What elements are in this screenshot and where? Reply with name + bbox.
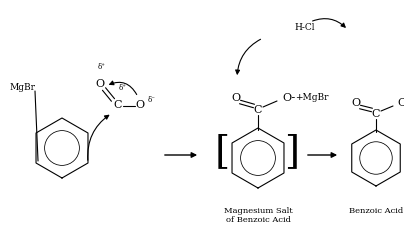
Text: ]: ] [284, 133, 299, 171]
Text: O: O [135, 100, 145, 110]
Text: [: [ [215, 133, 229, 171]
Text: +MgBr: +MgBr [295, 94, 328, 103]
Text: δ⁺: δ⁺ [98, 63, 106, 71]
Text: O: O [231, 93, 240, 103]
Text: O: O [95, 79, 105, 89]
Text: O: O [351, 98, 360, 108]
Text: δ⁻: δ⁻ [148, 96, 156, 104]
Text: Benzoic Acid: Benzoic Acid [349, 207, 403, 215]
Text: Magnesium Salt
of Benzoic Acid: Magnesium Salt of Benzoic Acid [224, 207, 292, 224]
Text: OH: OH [397, 98, 404, 108]
Text: C: C [254, 105, 262, 115]
Text: MgBr: MgBr [9, 83, 35, 92]
Text: C: C [114, 100, 122, 110]
Text: δ⁺: δ⁺ [119, 84, 127, 92]
Text: H-Cl: H-Cl [295, 23, 315, 32]
Text: C: C [372, 109, 380, 119]
Text: O-: O- [282, 93, 295, 103]
